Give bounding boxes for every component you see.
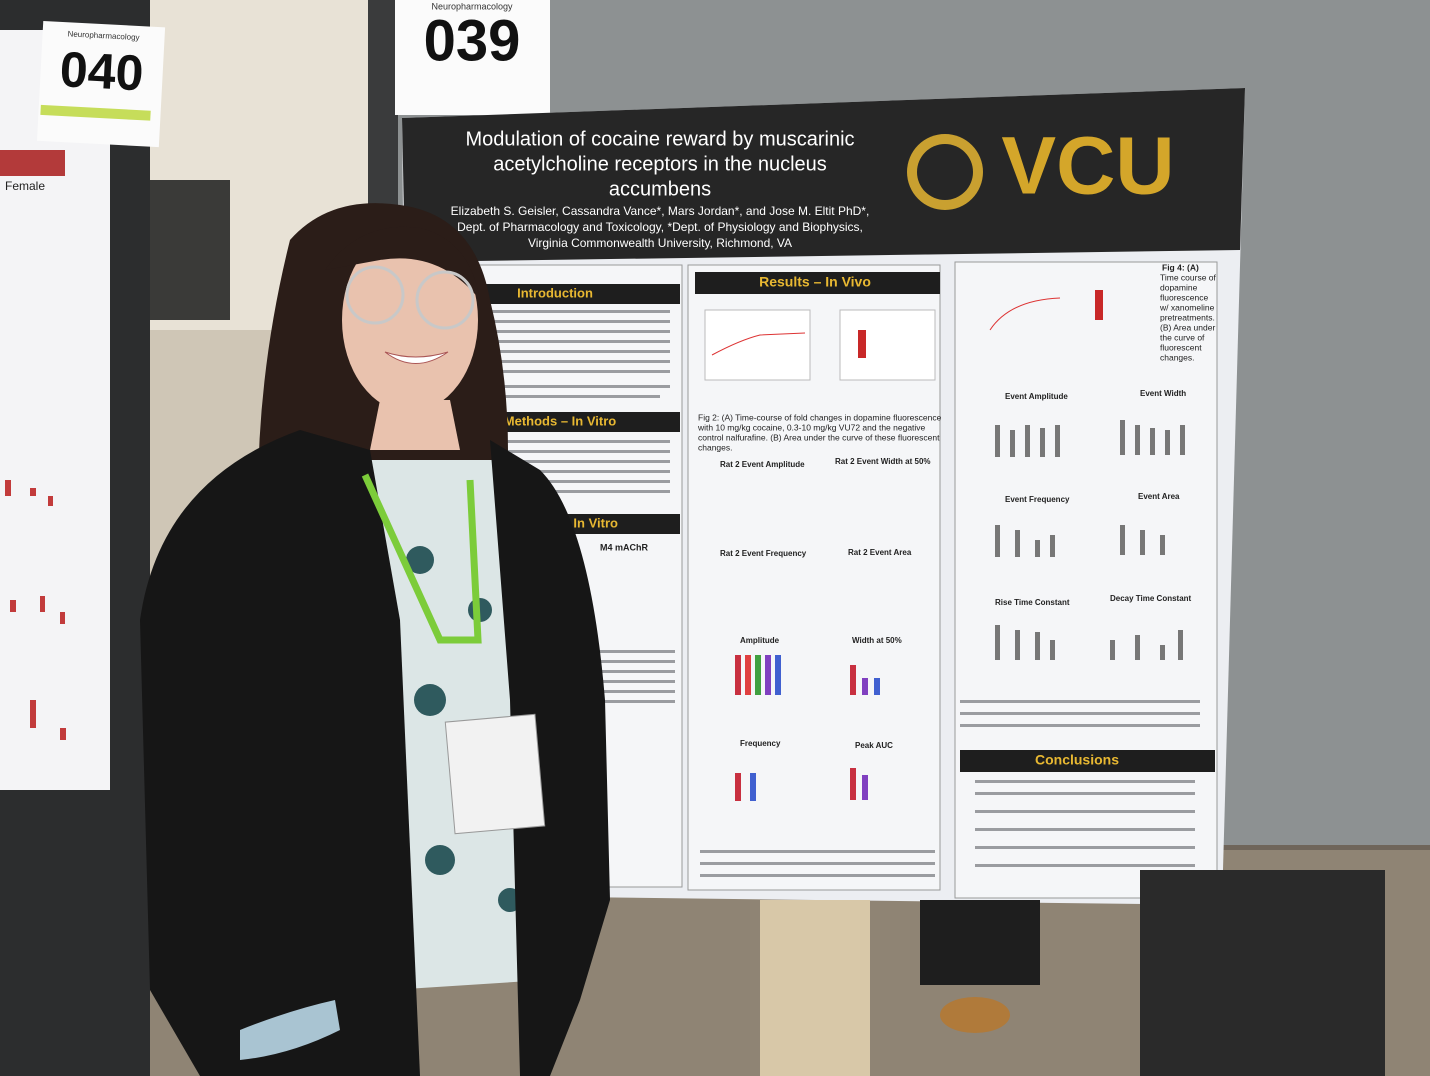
poster-authors: Dept. of Pharmacology and Toxicology, *D… <box>457 220 863 234</box>
poster-authors: Elizabeth S. Geisler, Cassandra Vance*, … <box>451 204 870 218</box>
figure-trace <box>711 332 806 356</box>
poster-title: Modulation of cocaine reward by muscarin… <box>465 128 854 150</box>
smile <box>384 351 449 364</box>
left-poster <box>0 30 110 790</box>
figure-panel <box>839 309 936 381</box>
figure-caption: Fig 2: (A) Time-course of fold changes i… <box>698 412 942 422</box>
scrunchie <box>240 1000 340 1060</box>
sign-category: Neuropharmacology <box>67 29 139 42</box>
panel-title: Frequency <box>740 739 781 748</box>
poster-title: accumbens <box>609 178 711 200</box>
panel-title: Event Frequency <box>1005 495 1070 504</box>
panel-title: Amplitude <box>740 636 780 645</box>
left-poster-bars <box>5 480 66 740</box>
panel-title: Decay Time Constant <box>1110 594 1192 603</box>
glasses <box>415 270 475 330</box>
figure-bars <box>995 420 1185 660</box>
sign-category: Neuropharmacology <box>431 1 513 11</box>
sign-040: Neuropharmacology 040 <box>36 20 166 148</box>
figure-caption: the curve of <box>1160 332 1205 342</box>
panel-title: Rat 2 Event Amplitude <box>720 460 805 469</box>
figure-trace <box>989 297 1061 331</box>
panel-title: Peak AUC <box>855 741 893 750</box>
figure-caption: changes. <box>1160 352 1195 362</box>
figure-caption: fluorescence <box>1160 292 1208 302</box>
logo: VCU <box>1001 121 1174 212</box>
section-header: Methods – In Vitro <box>504 413 616 428</box>
panel-title: Width at 50% <box>852 636 902 645</box>
figure-panel <box>704 309 811 381</box>
figure-caption: dopamine <box>1160 282 1198 292</box>
section-header: Introduction <box>517 285 593 300</box>
panel-title: Event Amplitude <box>1005 392 1068 401</box>
figure-caption: fluorescent <box>1160 342 1202 352</box>
poster-header <box>402 88 1245 262</box>
panel-title: Event Width <box>1140 389 1186 398</box>
sign-039: Neuropharmacology 039 <box>395 0 550 115</box>
figure-bar <box>1095 290 1103 320</box>
poster-authors: Virginia Commonwealth University, Richmo… <box>528 236 792 250</box>
panel-title: Rat 2 Event Frequency <box>720 549 807 558</box>
glasses <box>345 265 405 325</box>
neck <box>370 400 460 450</box>
poster-title: acetylcholine receptors in the nucleus <box>493 153 827 175</box>
panel-title: Rat 2 Event Width at 50% <box>835 457 931 466</box>
person-legs <box>1140 870 1385 1076</box>
text-lines <box>480 310 1200 877</box>
section-header: Results – In Vivo <box>759 274 871 290</box>
figure-caption: with 10 mg/kg cocaine, 0.3-10 mg/kg VU72… <box>697 422 926 432</box>
figure-bar <box>858 330 866 358</box>
figure-caption: Time course of <box>1160 272 1217 282</box>
hair-bangs <box>325 226 480 300</box>
figure-caption: pretreatments. <box>1160 312 1215 322</box>
sign-number: 040 <box>59 41 145 101</box>
panel-title: Rise Time Constant <box>995 598 1070 607</box>
person-legs <box>760 900 870 1076</box>
sign-number: 039 <box>424 8 521 73</box>
panel-title: M4 mAChR <box>600 542 649 552</box>
figure-caption: (B) Area under <box>1160 322 1215 332</box>
figure-caption: w/ xanomeline <box>1159 302 1215 312</box>
lanyard <box>361 473 482 644</box>
figure-caption: Fig 4: (A) <box>1162 262 1199 272</box>
figure-caption: control nalfurafine. (B) Area under the … <box>698 432 940 442</box>
person-legs <box>920 900 1040 985</box>
panel-title: Rat 2 Event Area <box>848 548 912 557</box>
face <box>342 228 478 412</box>
panel-title: Event Area <box>1138 492 1180 501</box>
name-badge <box>444 713 546 835</box>
jacket <box>140 430 420 1076</box>
section-header: Conclusions <box>1035 752 1119 768</box>
left-poster-label: Female <box>5 179 45 193</box>
shoe <box>940 997 1010 1033</box>
left-poster-band <box>0 150 65 176</box>
figure-bars <box>735 655 880 801</box>
jacket <box>490 440 610 1076</box>
figure-caption: changes. <box>698 442 733 452</box>
university-seal-inner <box>917 144 973 200</box>
